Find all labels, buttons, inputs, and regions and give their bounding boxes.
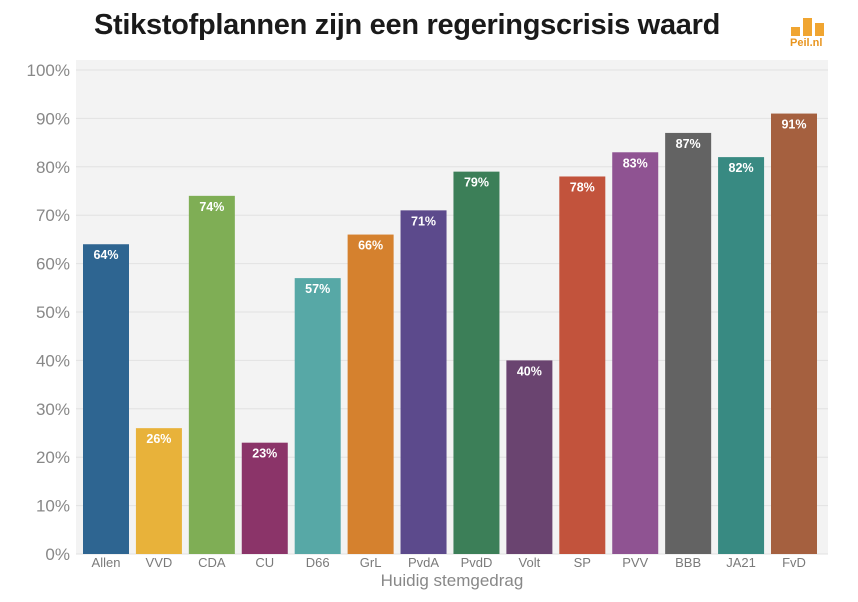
data-labels: 64% 26% 74% 23% 57% 66% 71% 79% 40% 78% 83% 87% 82% 9… [93, 118, 806, 461]
x-tick-label: CDA [198, 555, 226, 570]
x-tick-label: FvD [782, 555, 806, 570]
bar-allen [83, 244, 129, 555]
bar-d66 [294, 278, 341, 554]
bar-vvd [135, 428, 182, 554]
bars [83, 113, 817, 555]
bar-ja21 [718, 157, 765, 554]
data-label: 66% [358, 239, 383, 253]
bar-volt [506, 360, 553, 554]
x-tick-label: PVV [622, 555, 648, 570]
y-tick-label: 100% [27, 61, 70, 80]
data-label: 64% [93, 248, 118, 262]
data-label: 57% [305, 282, 330, 296]
bar-grl [347, 234, 394, 554]
bar-cda [188, 195, 235, 554]
data-label: 87% [676, 137, 701, 151]
x-tick-label: CU [255, 555, 274, 570]
x-tick-label: D66 [306, 555, 330, 570]
bar-pvv [612, 152, 659, 554]
y-tick-label: 20% [36, 448, 70, 467]
plot-background [76, 60, 828, 554]
data-label: 23% [252, 447, 277, 461]
bar-bbb [665, 132, 712, 555]
x-tick-label: Allen [92, 555, 121, 570]
y-tick-label: 70% [36, 206, 70, 225]
x-tick-label: BBB [675, 555, 701, 570]
data-label: 71% [411, 214, 436, 228]
data-label: 79% [464, 176, 489, 190]
bar-pvda [400, 210, 447, 555]
data-label: 40% [517, 364, 542, 378]
peil-logo: Peil.nl [787, 14, 831, 50]
x-axis-label: Huidig stemgedrag [381, 571, 524, 590]
bar-cu [241, 442, 288, 554]
y-tick-label: 90% [36, 109, 70, 128]
data-label: 78% [570, 180, 595, 194]
logo-bars-icon [791, 14, 829, 36]
data-label: 26% [146, 432, 171, 446]
y-axis-ticks: 0% 10% 20% 30% 40% 50% 60% 70% 80% 90% 100% [27, 61, 70, 564]
x-tick-label: SP [574, 555, 591, 570]
data-label: 74% [199, 200, 224, 214]
y-tick-label: 80% [36, 158, 70, 177]
data-label: 83% [623, 156, 648, 170]
x-tick-label: PvdD [461, 555, 493, 570]
bar-pvdd [453, 171, 500, 554]
y-tick-label: 50% [36, 303, 70, 322]
logo-text: Peil.nl [790, 37, 823, 49]
bar-sp [559, 176, 606, 555]
x-tick-label: GrL [360, 555, 382, 570]
x-tick-label: JA21 [726, 555, 756, 570]
data-label: 82% [729, 161, 754, 175]
x-axis-ticks: Allen VVD CDA CU D66 GrL PvdA PvdD Volt SP PVV BBB J… [92, 555, 806, 570]
y-tick-label: 0% [45, 545, 70, 564]
y-tick-label: 60% [36, 255, 70, 274]
data-label: 91% [781, 118, 806, 132]
x-tick-label: PvdA [408, 555, 439, 570]
chart-title: Stikstofplannen zijn een regeringscrisis… [94, 9, 720, 41]
y-tick-label: 10% [36, 497, 70, 516]
x-tick-label: VVD [146, 555, 173, 570]
y-tick-label: 30% [36, 400, 70, 419]
y-tick-label: 40% [36, 351, 70, 370]
bar-fvd [771, 113, 817, 554]
x-tick-label: Volt [519, 555, 541, 570]
